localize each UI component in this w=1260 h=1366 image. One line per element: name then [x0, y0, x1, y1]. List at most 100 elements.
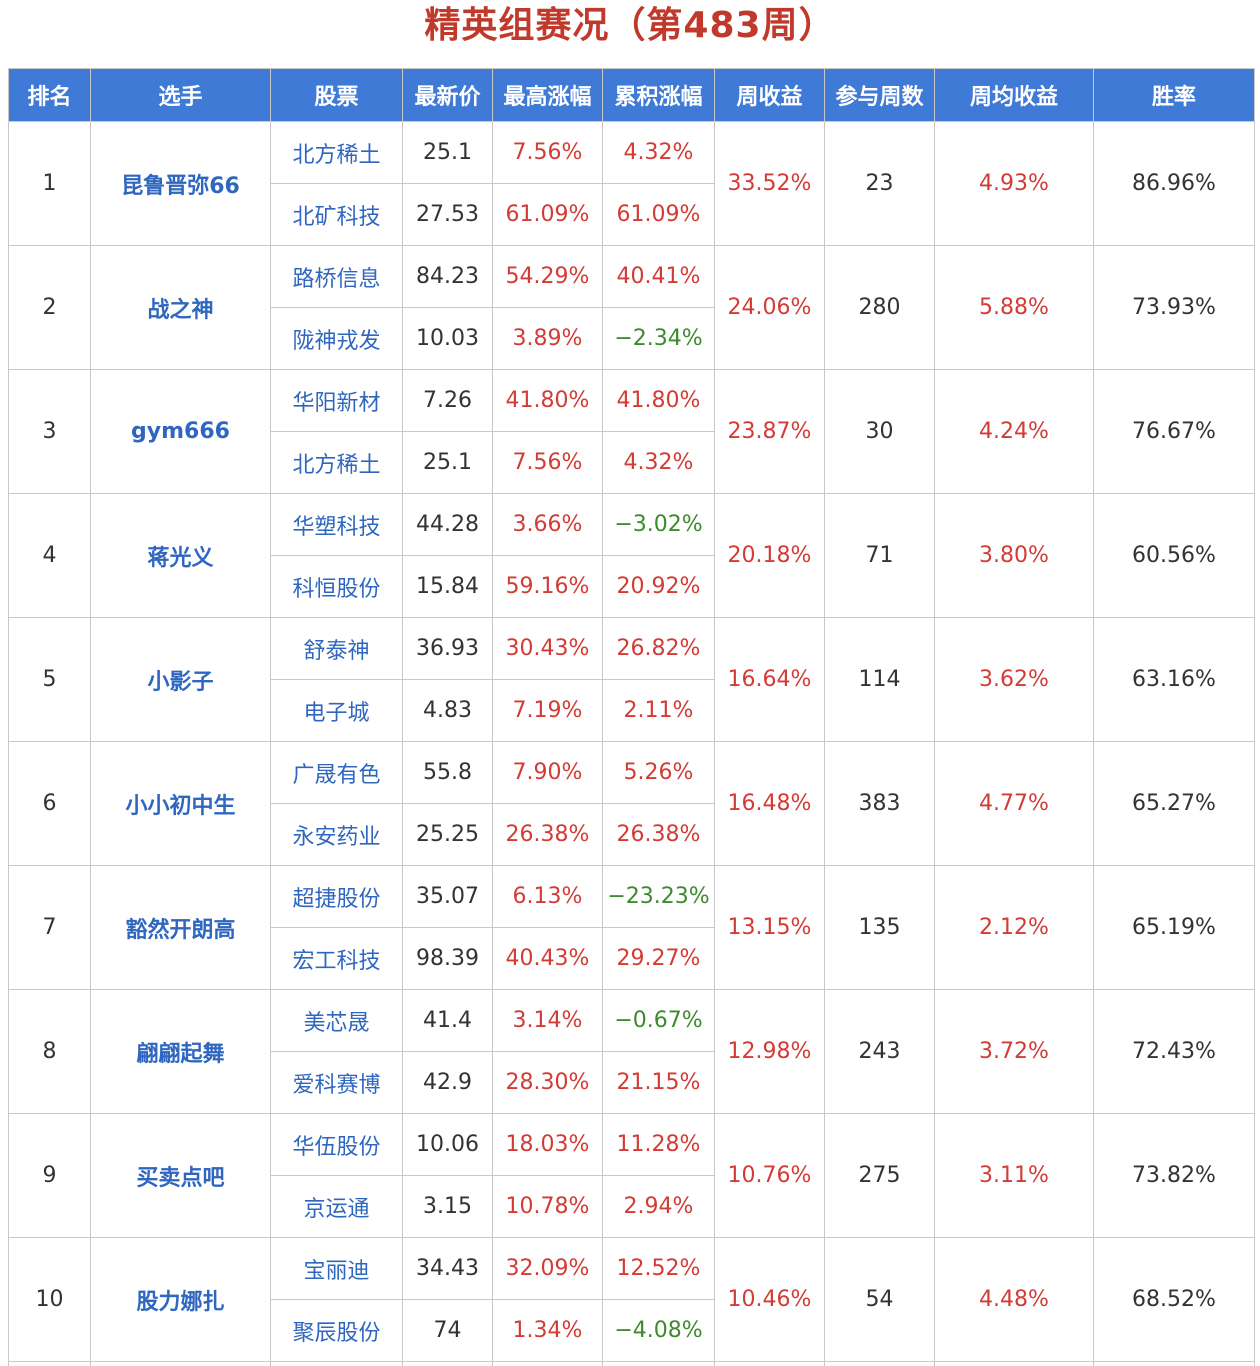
stock-name-link[interactable]: 陇神戎发	[270, 307, 403, 370]
latest-price-cell: 98.39	[402, 927, 493, 990]
table-row: 6 小小初中生 广晟有色 55.8 7.90% 5.26% 16.48% 383 4.77% 65…	[8, 741, 1255, 866]
stock-name-link[interactable]: 电子城	[270, 679, 403, 742]
player-name-link[interactable]: 买卖点吧	[90, 1113, 271, 1238]
stock-name-link[interactable]: 宏工科技	[270, 927, 403, 990]
header-stock[interactable]: 股票	[270, 68, 403, 122]
header-latest-price[interactable]: 最新价	[402, 68, 493, 122]
table-row: 2 战之神 路桥信息 84.23 54.29% 40.41% 24.06% 280 5.88% 7…	[8, 245, 1255, 370]
rank-cell: 9	[8, 1113, 91, 1238]
player-name-link[interactable]: 股力娜扎	[90, 1237, 271, 1362]
table-row-cropped	[8, 1361, 1255, 1366]
table-row: 9 买卖点吧 华伍股份 10.06 18.03% 11.28% 10.76% 275 3.11%…	[8, 1113, 1255, 1238]
max-gain-cell: 3.66%	[492, 493, 603, 556]
player-name-link[interactable]: 蒋光义	[90, 493, 271, 618]
latest-price-cell: 84.23	[402, 245, 493, 308]
cropped-cell	[90, 1361, 271, 1366]
player-name-link[interactable]: 豁然开朗高	[90, 865, 271, 990]
stock-name-link[interactable]: 广晟有色	[270, 741, 403, 804]
header-rank[interactable]: 排名	[8, 68, 91, 122]
latest-price-cell: 27.53	[402, 183, 493, 246]
rank-cell: 10	[8, 1237, 91, 1362]
cumulative-gain-cell: −23.23%	[602, 865, 715, 928]
rank-cell: 7	[8, 865, 91, 990]
cropped-cell	[402, 1361, 493, 1366]
cropped-cell	[934, 1361, 1094, 1366]
max-gain-cell: 28.30%	[492, 1051, 603, 1114]
header-max-gain[interactable]: 最高涨幅	[492, 68, 603, 122]
stock-name-link[interactable]: 永安药业	[270, 803, 403, 866]
average-weekly-return-cell: 2.12%	[934, 865, 1094, 990]
stock-name-link[interactable]: 路桥信息	[270, 245, 403, 308]
stock-name-link[interactable]: 北矿科技	[270, 183, 403, 246]
average-weekly-return-cell: 5.88%	[934, 245, 1094, 370]
latest-price-cell: 10.06	[402, 1113, 493, 1176]
stock-name-link[interactable]: 舒泰神	[270, 617, 403, 680]
latest-price-cell: 44.28	[402, 493, 493, 556]
player-name-link[interactable]: 小小初中生	[90, 741, 271, 866]
stock-name-link[interactable]: 华伍股份	[270, 1113, 403, 1176]
cumulative-gain-cell: 21.15%	[602, 1051, 715, 1114]
cropped-cell	[492, 1361, 603, 1366]
latest-price-cell: 15.84	[402, 555, 493, 618]
weekly-return-cell: 24.06%	[714, 245, 825, 370]
cropped-cell	[714, 1361, 825, 1366]
stock-name-link[interactable]: 京运通	[270, 1175, 403, 1238]
win-rate-cell: 73.93%	[1093, 245, 1255, 370]
header-weekly-return[interactable]: 周收益	[714, 68, 825, 122]
player-name-link[interactable]: 战之神	[90, 245, 271, 370]
max-gain-cell: 32.09%	[492, 1237, 603, 1300]
max-gain-cell: 41.80%	[492, 369, 603, 432]
table-row: 京运通 3.15 10.78% 2.94%	[9, 1175, 1255, 1238]
latest-price-cell: 36.93	[402, 617, 493, 680]
max-gain-cell: 54.29%	[492, 245, 603, 308]
average-weekly-return-cell: 4.77%	[934, 741, 1094, 866]
max-gain-cell: 7.56%	[492, 431, 603, 494]
header-cumulative-gain[interactable]: 累积涨幅	[602, 68, 715, 122]
stock-name-link[interactable]: 北方稀土	[270, 431, 403, 494]
cumulative-gain-cell: 26.82%	[602, 617, 715, 680]
weekly-return-cell: 10.76%	[714, 1113, 825, 1238]
stock-name-link[interactable]: 美芯晟	[270, 989, 403, 1052]
table-row: 8 翩翩起舞 美芯晟 41.4 3.14% −0.67% 12.98% 243 3.72% 72.…	[8, 989, 1255, 1114]
win-rate-cell: 63.16%	[1093, 617, 1255, 742]
table-row: 5 小影子 舒泰神 36.93 30.43% 26.82% 16.64% 114 3.62% 63…	[8, 617, 1255, 742]
header-weeks-participated[interactable]: 参与周数	[824, 68, 935, 122]
header-average-weekly-return[interactable]: 周均收益	[934, 68, 1094, 122]
header-player[interactable]: 选手	[90, 68, 271, 122]
page-title: 精英组赛况（第483周）	[424, 5, 836, 46]
stock-name-link[interactable]: 超捷股份	[270, 865, 403, 928]
player-name-link[interactable]: 小影子	[90, 617, 271, 742]
header-win-rate[interactable]: 胜率	[1093, 68, 1255, 122]
win-rate-cell: 72.43%	[1093, 989, 1255, 1114]
cumulative-gain-cell: 26.38%	[602, 803, 715, 866]
win-rate-cell: 68.52%	[1093, 1237, 1255, 1362]
win-rate-cell: 73.82%	[1093, 1113, 1255, 1238]
stock-name-link[interactable]: 爱科赛博	[270, 1051, 403, 1114]
max-gain-cell: 3.14%	[492, 989, 603, 1052]
latest-price-cell: 10.03	[402, 307, 493, 370]
weekly-return-cell: 10.46%	[714, 1237, 825, 1362]
stock-name-link[interactable]: 宝丽迪	[270, 1237, 403, 1300]
max-gain-cell: 18.03%	[492, 1113, 603, 1176]
latest-price-cell: 25.1	[402, 431, 493, 494]
player-name-link[interactable]: 昆鲁晋弥66	[90, 121, 271, 246]
cumulative-gain-cell: 2.11%	[602, 679, 715, 742]
cumulative-gain-cell: 29.27%	[602, 927, 715, 990]
max-gain-cell: 30.43%	[492, 617, 603, 680]
stock-name-link[interactable]: 华塑科技	[270, 493, 403, 556]
stock-name-link[interactable]: 科恒股份	[270, 555, 403, 618]
table-row: 3 gym666 华阳新材 7.26 41.80% 41.80% 23.87% 30 4.24%…	[8, 369, 1255, 494]
latest-price-cell: 34.43	[402, 1237, 493, 1300]
latest-price-cell: 25.1	[402, 121, 493, 184]
table-row: 陇神戎发 10.03 3.89% −2.34%	[9, 307, 1255, 370]
stock-name-link[interactable]: 北方稀土	[270, 121, 403, 184]
max-gain-cell: 7.19%	[492, 679, 603, 742]
weekly-return-cell: 23.87%	[714, 369, 825, 494]
stock-name-link[interactable]: 聚辰股份	[270, 1299, 403, 1362]
stock-name-link[interactable]: 华阳新材	[270, 369, 403, 432]
player-name-link[interactable]: 翩翩起舞	[90, 989, 271, 1114]
latest-price-cell: 55.8	[402, 741, 493, 804]
player-name-link[interactable]: gym666	[90, 369, 271, 494]
win-rate-cell: 86.96%	[1093, 121, 1255, 246]
max-gain-cell: 7.90%	[492, 741, 603, 804]
